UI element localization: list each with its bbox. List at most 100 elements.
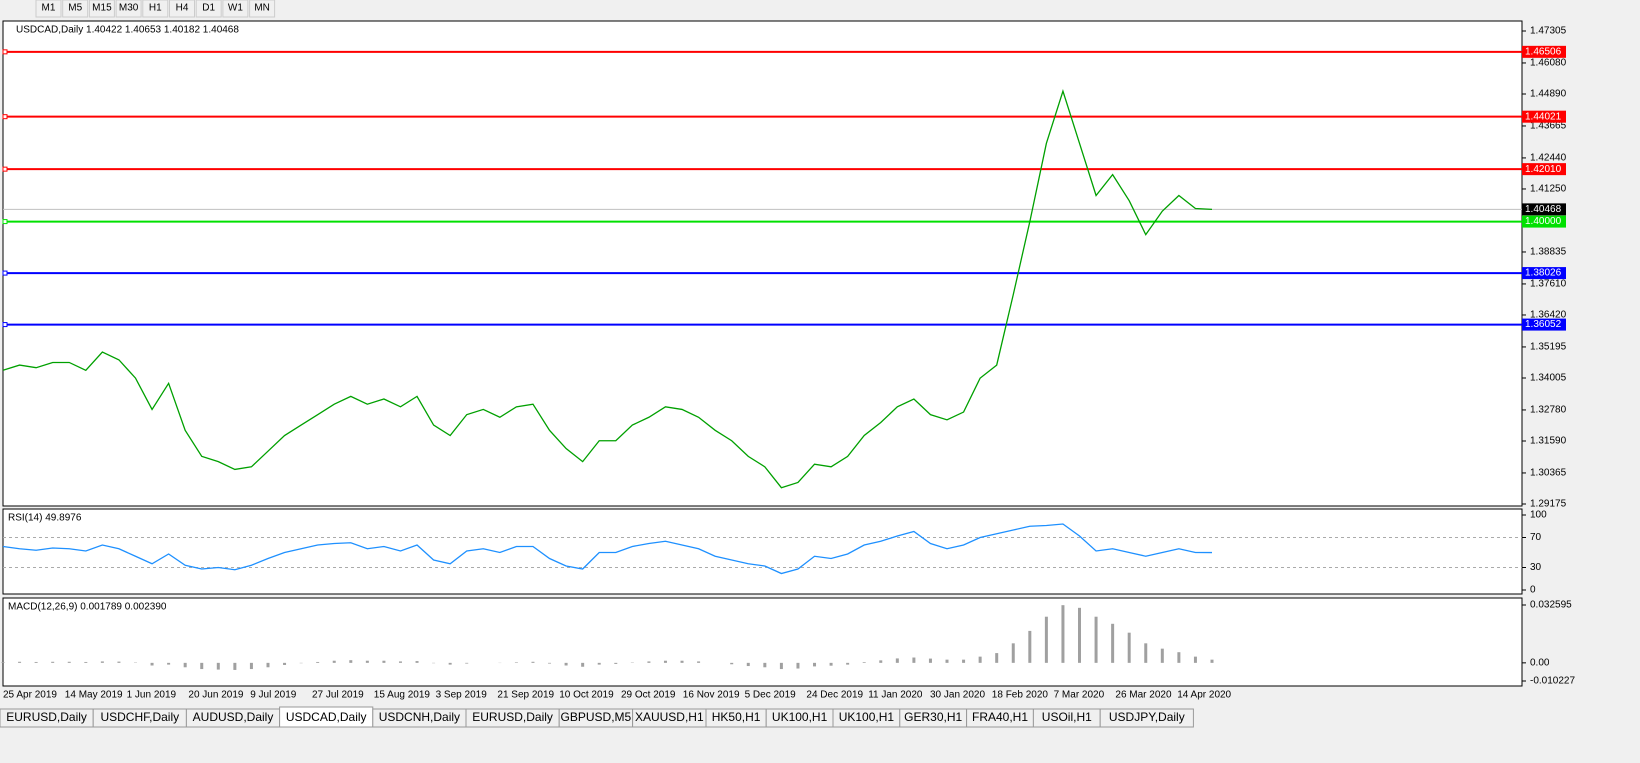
tab-label[interactable]: FRA40,H1 <box>972 710 1028 724</box>
x-tick-label: 10 Oct 2019 <box>559 690 614 701</box>
y-tick-label: 1.36420 <box>1530 310 1567 321</box>
level-label: 1.36052 <box>1525 319 1562 330</box>
toolbar <box>0 0 1640 18</box>
tab-label[interactable]: UK100,H1 <box>839 710 895 724</box>
x-tick-label: 9 Jul 2019 <box>250 690 297 701</box>
y-tick-label: 1.44890 <box>1530 89 1567 100</box>
tab-label[interactable]: GER30,H1 <box>904 710 962 724</box>
level-handle[interactable] <box>2 322 8 328</box>
tab-label[interactable]: USOil,H1 <box>1042 710 1092 724</box>
y-tick-label: 1.47305 <box>1530 26 1567 37</box>
timeframe-button[interactable] <box>35 0 62 18</box>
level-label-box <box>1522 267 1566 280</box>
y-tick-label: 1.34005 <box>1530 373 1567 384</box>
y-tick-label: 1.30365 <box>1530 468 1567 479</box>
x-tick-label: 16 Nov 2019 <box>683 690 740 701</box>
current-price-label: 1.40468 <box>1525 204 1562 215</box>
timeframe-button[interactable] <box>222 0 249 18</box>
y-tick-label: -0.010227 <box>1530 676 1575 687</box>
timeframe-label[interactable]: H4 <box>176 3 189 14</box>
x-tick-label: 20 Jun 2019 <box>188 690 243 701</box>
y-tick-label: 0.00 <box>1530 657 1550 668</box>
timeframe-button[interactable] <box>62 0 89 18</box>
y-tick-label: 1.43665 <box>1530 121 1567 132</box>
tab-label[interactable]: EURUSD,Daily <box>472 710 553 724</box>
x-tick-label: 3 Sep 2019 <box>436 690 488 701</box>
level-handle[interactable] <box>2 49 8 55</box>
tab-label[interactable]: EURUSD,Daily <box>6 710 87 724</box>
tab-label[interactable]: USDJPY,Daily <box>1109 710 1185 724</box>
timeframe-button[interactable] <box>169 0 195 18</box>
x-tick-label: 18 Feb 2020 <box>992 690 1049 701</box>
x-tick-label: 24 Dec 2019 <box>806 690 863 701</box>
level-label: 1.44021 <box>1525 111 1562 122</box>
x-tick-label: 7 Mar 2020 <box>1054 690 1105 701</box>
level-handle[interactable] <box>2 166 8 172</box>
tab-label[interactable]: UK100,H1 <box>772 710 828 724</box>
timeframe-label[interactable]: W1 <box>228 3 243 14</box>
y-tick-label: 1.35195 <box>1530 342 1567 353</box>
tab-label[interactable]: USDCHF,Daily <box>100 710 179 724</box>
y-tick-label: 1.29175 <box>1530 499 1567 510</box>
y-tick-label: 1.46080 <box>1530 58 1567 69</box>
x-tick-label: 30 Jan 2020 <box>930 690 985 701</box>
level-handle[interactable] <box>2 270 8 276</box>
level-handle[interactable] <box>2 114 8 120</box>
y-tick-label: 30 <box>1530 562 1542 573</box>
y-tick-label: 0.032595 <box>1530 600 1572 611</box>
y-tick-label: 1.38835 <box>1530 247 1567 258</box>
timeframe-button[interactable] <box>115 0 142 18</box>
tab-label[interactable]: AUDUSD,Daily <box>193 710 274 724</box>
level-label-box <box>1522 318 1566 331</box>
y-tick-label: 0 <box>1530 585 1536 596</box>
timeframe-label[interactable]: M5 <box>68 3 82 14</box>
level-label: 1.42010 <box>1525 164 1562 175</box>
chart-panel <box>2 20 1523 507</box>
price-line <box>2 88 1213 489</box>
timeframe-button[interactable] <box>195 0 222 18</box>
level-label: 1.40000 <box>1525 216 1562 227</box>
level-label-box <box>1522 163 1566 176</box>
current-price-box <box>1522 203 1566 216</box>
timeframe-label[interactable]: M15 <box>92 3 112 14</box>
price-line <box>2 523 1213 575</box>
tab-label[interactable]: XAUUSD,H1 <box>635 710 704 724</box>
timeframe-label[interactable]: H1 <box>149 3 162 14</box>
y-tick-label: 100 <box>1530 510 1547 521</box>
panel-title: MACD(12,26,9) 0.001789 0.002390 <box>8 602 167 613</box>
tab-label[interactable]: USDCAD,Daily <box>286 710 367 724</box>
x-tick-label: 29 Oct 2019 <box>621 690 676 701</box>
y-tick-label: 1.32780 <box>1530 405 1567 416</box>
tab-label[interactable]: GBPUSD,M5 <box>561 710 632 724</box>
timeframe-button[interactable] <box>142 0 169 18</box>
tab-label[interactable]: USDCNH,Daily <box>379 710 460 724</box>
timeframe-button[interactable] <box>249 0 276 18</box>
x-tick-label: 1 Jun 2019 <box>127 690 177 701</box>
y-tick-label: 1.31590 <box>1530 436 1567 447</box>
x-tick-label: 14 Apr 2020 <box>1177 690 1231 701</box>
timeframe-label[interactable]: M1 <box>42 3 56 14</box>
timeframe-label[interactable]: MN <box>254 3 270 14</box>
tab-label[interactable]: HK50,H1 <box>712 710 761 724</box>
panel-title: RSI(14) 49.8976 <box>8 513 82 524</box>
x-tick-label: 25 Apr 2019 <box>3 690 57 701</box>
level-handle[interactable] <box>2 219 8 225</box>
y-tick-label: 70 <box>1530 532 1542 543</box>
y-tick-label: 1.41250 <box>1530 184 1567 195</box>
x-tick-label: 27 Jul 2019 <box>312 690 364 701</box>
x-tick-label: 15 Aug 2019 <box>374 690 431 701</box>
timeframe-button[interactable] <box>88 0 115 18</box>
timeframe-label[interactable]: D1 <box>202 3 215 14</box>
tab[interactable] <box>1099 708 1194 728</box>
x-tick-label: 11 Jan 2020 <box>868 690 923 701</box>
level-label-box <box>1522 45 1566 58</box>
x-tick-label: 14 May 2019 <box>65 690 123 701</box>
y-tick-label: 1.42440 <box>1530 153 1567 164</box>
x-tick-label: 5 Dec 2019 <box>745 690 797 701</box>
timeframe-label[interactable]: M30 <box>119 3 139 14</box>
y-tick-label: 1.37610 <box>1530 279 1567 290</box>
level-label-box <box>1522 110 1566 123</box>
x-tick-label: 26 Mar 2020 <box>1115 690 1172 701</box>
